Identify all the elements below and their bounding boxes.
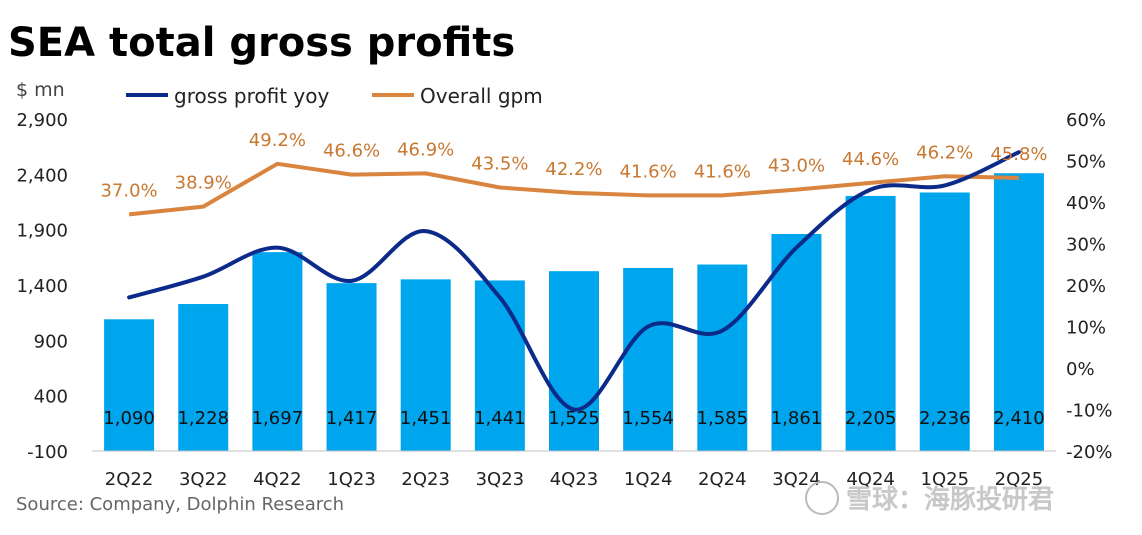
x-tick-label: 4Q22 bbox=[253, 469, 302, 490]
watermark-logo-icon bbox=[805, 481, 839, 515]
y-right-tick-label: 0% bbox=[1066, 359, 1095, 380]
gpm-value-label: 46.9% bbox=[397, 139, 454, 160]
y-left-tick-label: 400 bbox=[34, 387, 68, 408]
x-tick-label: 2Q24 bbox=[698, 469, 747, 490]
yoy-series bbox=[127, 150, 1021, 412]
bar bbox=[697, 264, 748, 451]
x-tick-label: 2Q25 bbox=[995, 469, 1044, 490]
y-right-tick-label: 10% bbox=[1066, 318, 1106, 339]
gpm-value-label: 43.5% bbox=[471, 153, 528, 174]
bar bbox=[919, 192, 970, 451]
bar-value-label: 1,554 bbox=[622, 408, 674, 429]
gpm-series bbox=[128, 161, 1019, 217]
units-label: $ mn bbox=[16, 79, 65, 101]
x-tick-label: 1Q25 bbox=[921, 469, 970, 490]
bar-value-label: 1,861 bbox=[771, 408, 823, 429]
bar bbox=[104, 319, 155, 451]
bar bbox=[623, 267, 674, 451]
gpm-value-label: 37.0% bbox=[100, 180, 157, 201]
gpm-value-label: 46.6% bbox=[323, 141, 380, 162]
bar bbox=[474, 280, 525, 451]
x-tick-label: 2Q22 bbox=[105, 469, 154, 490]
legend-gpm-label: Overall gpm bbox=[420, 84, 543, 108]
y-left-tick-label: -100 bbox=[27, 442, 68, 463]
y-right-tick-label: -10% bbox=[1066, 401, 1113, 422]
x-tick-label: 3Q24 bbox=[772, 469, 821, 490]
x-tick-label: 1Q23 bbox=[327, 469, 376, 490]
gpm-labels: 37.0% 38.9% 49.2% 46.6% 46.9% 43.5% 42.2% 41.6%… bbox=[100, 130, 1047, 202]
bar bbox=[400, 279, 451, 451]
gpm-value-label: 41.6% bbox=[620, 161, 677, 182]
watermark-text: 雪球：海豚投研君 bbox=[846, 485, 1054, 515]
x-axis: 2Q22 3Q22 4Q22 1Q23 2Q23 3Q23 4Q23 1Q24 2Q24 3Q24… bbox=[92, 450, 1056, 490]
bar bbox=[178, 304, 229, 451]
bar-series bbox=[104, 173, 1044, 451]
y-axis-left: -100 400 900 1,400 1,900 2,400 2,900 bbox=[16, 110, 68, 463]
bar bbox=[326, 283, 377, 451]
y-right-tick-label: 20% bbox=[1066, 276, 1106, 297]
y-right-tick-label: 50% bbox=[1066, 152, 1106, 173]
bar bbox=[252, 252, 303, 451]
source-note: Source: Company, Dolphin Research bbox=[16, 494, 344, 515]
bar-value-label: 1,697 bbox=[252, 408, 304, 429]
gpm-value-label: 49.2% bbox=[249, 130, 306, 151]
gpm-value-label: 42.2% bbox=[545, 159, 602, 180]
bar-labels: 1,090 1,228 1,697 1,417 1,451 1,441 1,525 1,554… bbox=[103, 408, 1044, 429]
legend-yoy-label: gross profit yoy bbox=[174, 84, 329, 108]
gpm-line bbox=[128, 161, 1019, 217]
bar bbox=[771, 233, 822, 451]
bar-value-label: 1,417 bbox=[326, 408, 378, 429]
gpm-value-label: 44.6% bbox=[842, 149, 899, 170]
chart-title: SEA total gross profits bbox=[8, 20, 515, 66]
y-left-tick-label: 2,900 bbox=[16, 110, 68, 131]
gpm-value-label: 41.6% bbox=[694, 161, 751, 182]
y-right-tick-label: -20% bbox=[1066, 442, 1113, 463]
y-left-tick-label: 2,400 bbox=[16, 165, 68, 186]
y-right-tick-label: 60% bbox=[1066, 110, 1106, 131]
bar bbox=[549, 271, 599, 451]
y-right-tick-label: 30% bbox=[1066, 235, 1106, 256]
gpm-value-label: 46.2% bbox=[916, 142, 973, 163]
bar-value-label: 1,228 bbox=[177, 408, 229, 429]
x-tick-label: 4Q23 bbox=[550, 469, 599, 490]
y-axis-right: -20% -10% 0% 10% 20% 30% 40% 50% 60% bbox=[1066, 110, 1113, 463]
y-left-tick-label: 1,400 bbox=[16, 276, 68, 297]
bar-value-label: 1,090 bbox=[103, 408, 155, 429]
x-tick-label: 3Q22 bbox=[179, 469, 228, 490]
x-tick-label: 2Q23 bbox=[401, 469, 450, 490]
bar bbox=[845, 195, 896, 451]
legend: gross profit yoy Overall gpm bbox=[126, 84, 543, 108]
x-tick-label: 4Q24 bbox=[846, 469, 895, 490]
y-left-tick-label: 900 bbox=[34, 331, 68, 352]
bar-value-label: 1,441 bbox=[474, 408, 526, 429]
x-tick-label: 1Q24 bbox=[624, 469, 673, 490]
bar-value-label: 1,451 bbox=[400, 408, 452, 429]
gpm-value-label: 43.0% bbox=[768, 156, 825, 177]
bar-value-label: 1,585 bbox=[697, 408, 749, 429]
bar bbox=[993, 173, 1044, 451]
x-tick-label: 3Q23 bbox=[476, 469, 525, 490]
watermark: 雪球：海豚投研君 bbox=[805, 481, 1054, 515]
y-left-tick-label: 1,900 bbox=[16, 221, 68, 242]
bar-value-label: 2,410 bbox=[993, 408, 1045, 429]
gpm-value-label: 45.8% bbox=[990, 144, 1047, 165]
yoy-line bbox=[127, 150, 1021, 412]
gpm-value-label: 38.9% bbox=[175, 173, 232, 194]
y-right-tick-label: 40% bbox=[1066, 193, 1106, 214]
bar-value-label: 2,205 bbox=[845, 408, 897, 429]
bar-value-label: 2,236 bbox=[919, 408, 971, 429]
bar-value-label: 1,525 bbox=[548, 408, 600, 429]
